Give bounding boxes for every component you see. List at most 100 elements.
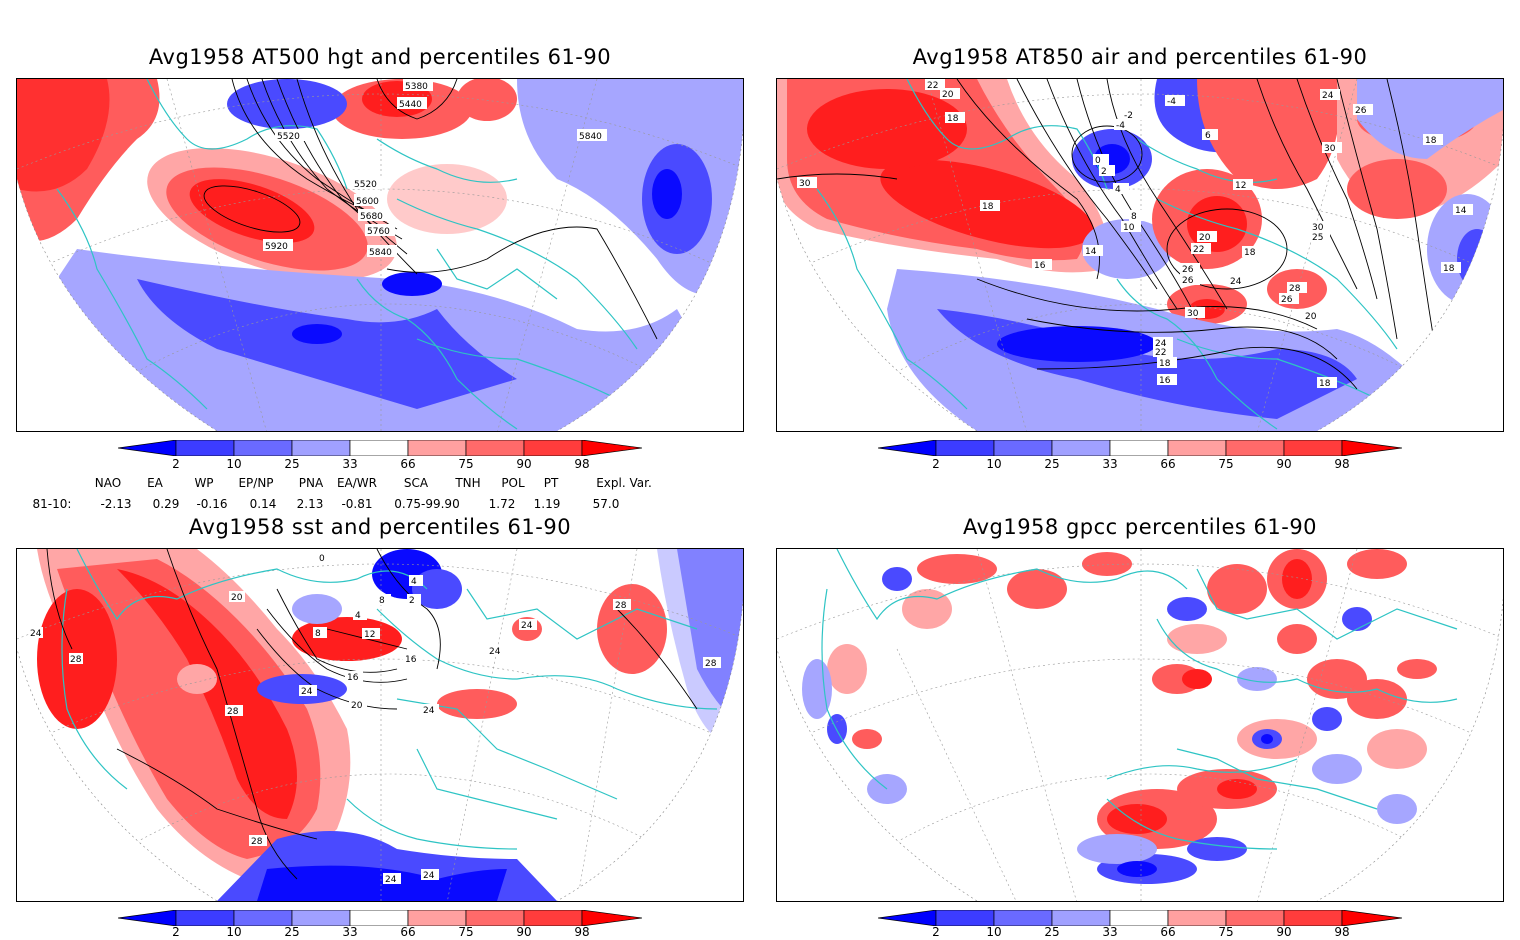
- map-hgt500-canvas: 5380 5440 5520 5840 5520 5600 5680 5760 …: [17, 79, 743, 431]
- svg-text:18: 18: [1159, 359, 1171, 369]
- colorbar-label: 33: [1102, 925, 1118, 939]
- svg-text:28: 28: [227, 707, 239, 717]
- svg-text:24: 24: [521, 621, 533, 631]
- svg-text:28: 28: [615, 601, 627, 611]
- index-value: 57.0: [592, 497, 620, 511]
- index-value: 1.72: [488, 497, 516, 511]
- index-header: EP/NP: [238, 476, 274, 490]
- colorbar-label: 90: [516, 925, 532, 939]
- panel-title-air850: Avg1958 AT850 air and percentiles 61-90: [912, 45, 1368, 69]
- index-value: -0.16: [196, 497, 228, 511]
- svg-text:12: 12: [1235, 181, 1246, 191]
- index-value: 0.29: [152, 497, 180, 511]
- colorbar-label: 33: [342, 457, 358, 471]
- colorbar-label: 10: [226, 457, 242, 471]
- svg-text:4: 4: [1115, 185, 1121, 195]
- colorbar-label: 90: [1276, 457, 1292, 471]
- index-header: WP: [194, 476, 214, 490]
- colorbar-label: 98: [1334, 925, 1350, 939]
- svg-text:-4: -4: [1167, 97, 1176, 107]
- svg-text:24: 24: [489, 647, 501, 657]
- colorbar-air850-swatches: [877, 439, 1403, 457]
- svg-text:5840: 5840: [579, 132, 602, 142]
- svg-text:20: 20: [231, 593, 243, 603]
- colorbar-hgt500-swatches: [117, 439, 643, 457]
- colorbar-label: 25: [284, 457, 300, 471]
- panel-title-sst: Avg1958 sst and percentiles 61-90: [188, 515, 572, 539]
- colorbar-label: 75: [458, 457, 474, 471]
- svg-text:26: 26: [1182, 276, 1194, 286]
- svg-text:6: 6: [1205, 131, 1211, 141]
- colorbar-air850: 2 10 25 33 66 75 90 98: [877, 439, 1403, 474]
- svg-text:18: 18: [982, 202, 994, 212]
- svg-text:-4: -4: [1116, 121, 1125, 131]
- index-header: PT: [543, 476, 559, 490]
- svg-text:14: 14: [1085, 247, 1097, 257]
- colorbar-label: 66: [1160, 925, 1176, 939]
- svg-text:28: 28: [70, 655, 82, 665]
- index-header: SCA: [403, 476, 429, 490]
- map-air850: 22 20 18 -4 -4 -2 6 24 26 18 30 30 0 2 4…: [776, 78, 1504, 432]
- svg-text:8: 8: [379, 596, 385, 606]
- colorbar-label: 10: [226, 925, 242, 939]
- svg-text:18: 18: [947, 114, 959, 124]
- index-header: PNA: [298, 476, 324, 490]
- colorbar-label: 25: [1044, 925, 1060, 939]
- svg-text:5520: 5520: [354, 180, 377, 190]
- svg-text:24: 24: [1322, 91, 1334, 101]
- svg-text:4: 4: [411, 577, 417, 587]
- svg-text:20: 20: [942, 90, 954, 100]
- index-header: NAO: [94, 476, 122, 490]
- svg-text:22: 22: [1193, 245, 1204, 255]
- svg-text:24: 24: [1155, 339, 1167, 349]
- svg-text:2: 2: [1101, 167, 1107, 177]
- svg-text:22: 22: [1155, 348, 1166, 358]
- colorbar-label: 75: [458, 925, 474, 939]
- svg-text:20: 20: [1199, 233, 1211, 243]
- svg-text:30: 30: [1324, 144, 1336, 154]
- index-header: EA/WR: [336, 476, 378, 490]
- svg-text:24: 24: [301, 687, 313, 697]
- index-value: -2.13: [100, 497, 132, 511]
- svg-text:0: 0: [319, 554, 325, 564]
- svg-text:30: 30: [1312, 223, 1324, 233]
- svg-text:5680: 5680: [360, 212, 383, 222]
- svg-text:5760: 5760: [367, 227, 390, 237]
- panel-title-gpcc: Avg1958 gpcc percentiles 61-90: [962, 515, 1318, 539]
- colorbar-gpcc-swatches: [877, 909, 1403, 927]
- svg-text:24: 24: [423, 871, 435, 881]
- svg-text:-2: -2: [1124, 111, 1133, 121]
- colorbar-label: 98: [574, 925, 590, 939]
- colorbar-label: 98: [1334, 457, 1350, 471]
- colorbar-label: 33: [342, 925, 358, 939]
- panel-title-hgt500: Avg1958 AT500 hgt and percentiles 61-90: [148, 45, 612, 69]
- svg-text:10: 10: [1123, 223, 1135, 233]
- colorbar-label: 2: [172, 457, 180, 471]
- map-gpcc: [776, 548, 1504, 902]
- colorbar-gpcc: 2 10 25 33 66 75 90 98: [877, 909, 1403, 940]
- svg-text:24: 24: [385, 875, 397, 885]
- svg-text:20: 20: [351, 701, 363, 711]
- colorbar-hgt500: 2 10 25 33 66 75 90 98: [117, 439, 643, 474]
- indices-value-row: 81-10: -2.13 0.29 -0.16 0.14 2.13 -0.81 …: [0, 497, 760, 513]
- index-value: 2.13: [296, 497, 324, 511]
- map-sst-canvas: 24 28 20 0 8 4 2 12 16 16 20 24 28 24 28…: [17, 549, 743, 901]
- index-row-label: 81-10:: [32, 497, 72, 511]
- index-header: EA: [147, 476, 163, 490]
- svg-text:24: 24: [30, 629, 42, 639]
- svg-text:16: 16: [1159, 376, 1171, 386]
- svg-text:5520: 5520: [277, 132, 300, 142]
- svg-text:16: 16: [347, 673, 359, 683]
- svg-text:18: 18: [1244, 248, 1256, 258]
- svg-text:14: 14: [1455, 206, 1467, 216]
- svg-text:8: 8: [1131, 212, 1137, 222]
- colorbar-label: 2: [932, 925, 940, 939]
- colorbar-label: 75: [1218, 925, 1234, 939]
- svg-text:5920: 5920: [265, 242, 288, 252]
- svg-text:18: 18: [1425, 136, 1437, 146]
- index-header: Expl. Var.: [596, 476, 652, 490]
- svg-text:22: 22: [927, 81, 938, 91]
- map-gpcc-canvas: [777, 549, 1503, 901]
- svg-text:16: 16: [405, 655, 417, 665]
- index-value: 0.75-99.90: [394, 497, 460, 511]
